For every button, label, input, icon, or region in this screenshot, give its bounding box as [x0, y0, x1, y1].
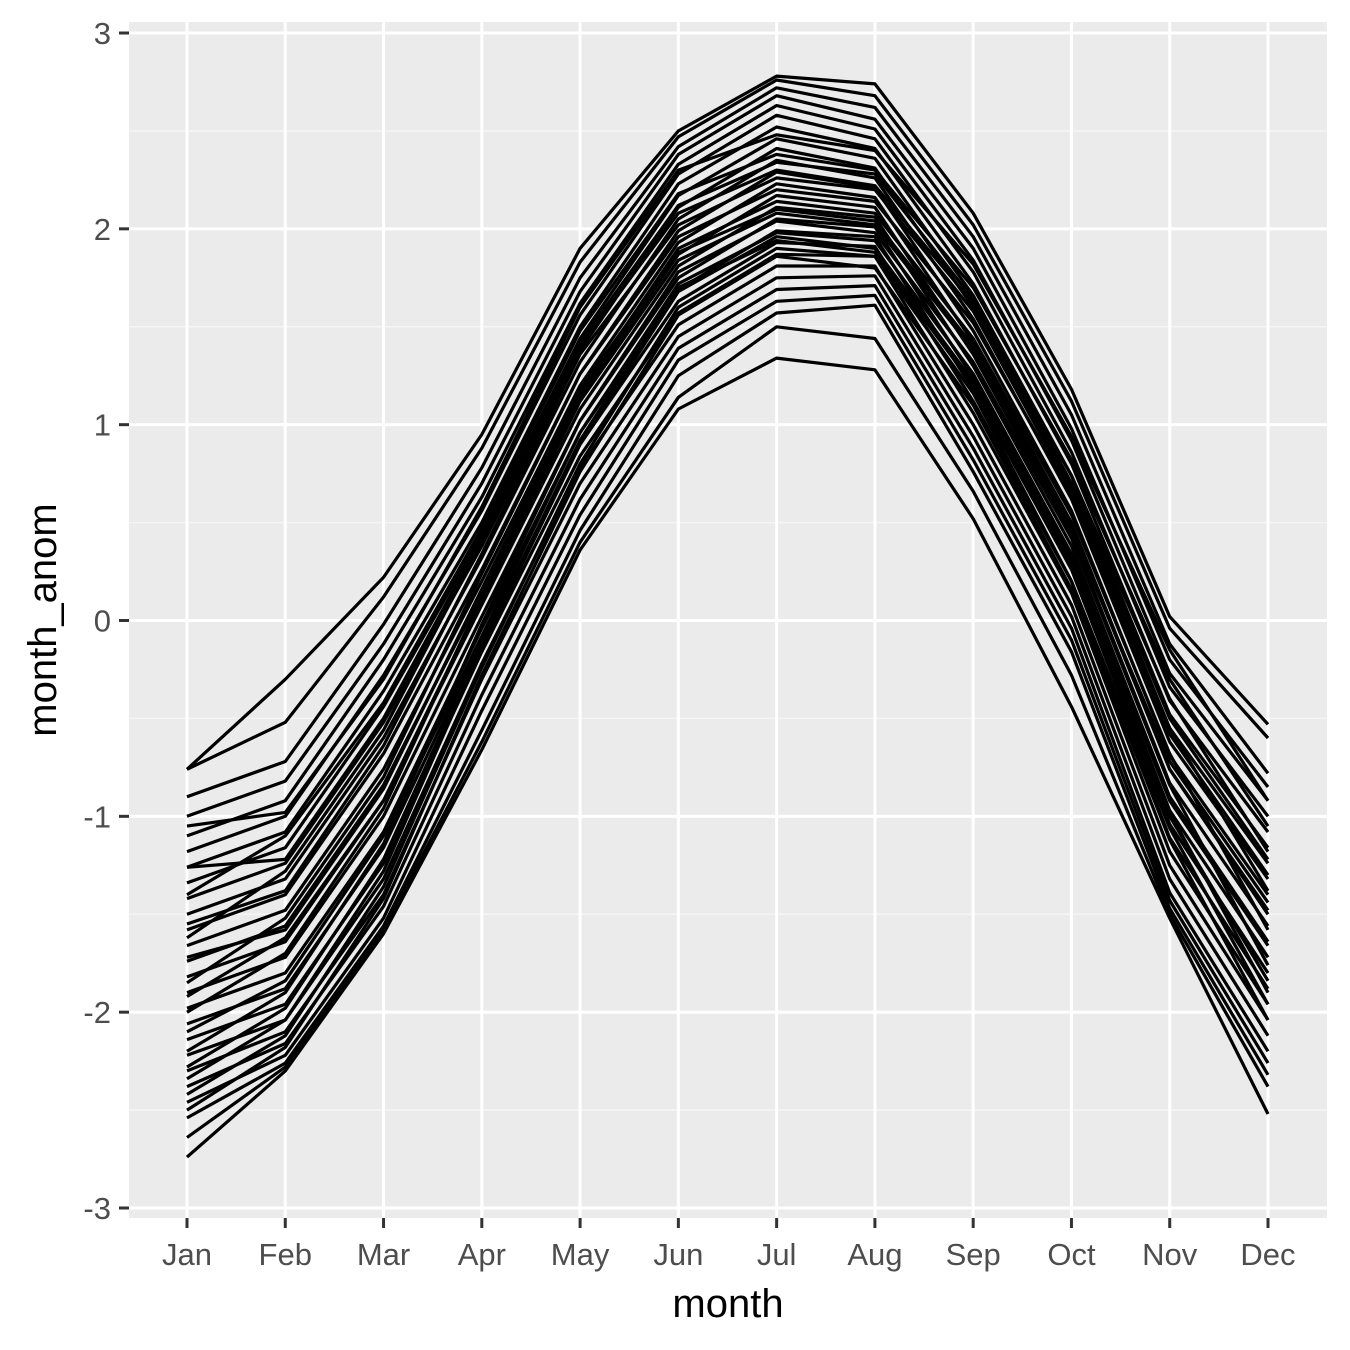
series-line-19	[186, 264, 1270, 1057]
series-line-34	[186, 160, 1270, 869]
y-tick-label: 2	[94, 212, 111, 247]
series-line-26	[186, 133, 1270, 828]
series-line-7	[186, 125, 1270, 869]
series-line-30	[186, 199, 1270, 1014]
series-lines	[185, 74, 1270, 1159]
y-tick-label: -2	[83, 995, 111, 1030]
series-line-25	[185, 356, 1270, 1159]
x-tick-label: Nov	[1142, 1237, 1198, 1272]
y-axis: 3 2 1 0 -1 -2 -3	[83, 16, 129, 1226]
series-line-23	[186, 303, 1270, 1120]
x-tick-label: Oct	[1047, 1237, 1096, 1272]
y-tick-label: 3	[94, 16, 111, 51]
series-line-16	[186, 229, 1270, 1010]
y-axis-title: month_anom	[21, 503, 65, 736]
y-tick-label: -1	[83, 799, 111, 834]
x-tick-label: Apr	[458, 1237, 506, 1272]
y-tick-label: 0	[94, 604, 111, 639]
x-tick-label: Sep	[946, 1237, 1001, 1272]
y-tick-label: -3	[83, 1191, 111, 1226]
x-tick-label: Dec	[1240, 1237, 1295, 1272]
x-tick-label: Jun	[653, 1237, 703, 1272]
x-tick-label: Jul	[757, 1237, 797, 1272]
x-tick-label: Jan	[162, 1237, 212, 1272]
series-line-37	[186, 246, 1270, 1096]
series-line-31	[186, 219, 1270, 1053]
series-line-1	[185, 74, 1270, 771]
x-axis: Jan Feb Mar Apr May Jun Jul Aug Sep Oct Nov Dec	[162, 1218, 1296, 1272]
series-line-36	[186, 231, 1270, 1034]
x-tick-label: Feb	[259, 1237, 312, 1272]
series-line-4	[186, 94, 1270, 818]
series-line-5	[186, 103, 1270, 838]
series-line-2	[186, 78, 1270, 771]
x-tick-label: Aug	[847, 1237, 902, 1272]
x-tick-label: Mar	[357, 1237, 410, 1272]
series-line-20	[186, 274, 1270, 1073]
series-line-3	[186, 86, 1270, 799]
series-line-38	[186, 211, 1270, 998]
x-tick-label: May	[551, 1237, 610, 1272]
series-line-28	[186, 168, 1270, 940]
series-line-24	[186, 325, 1270, 1139]
series-line-10	[186, 158, 1270, 916]
series-line-9	[186, 146, 1270, 901]
series-line-22	[186, 293, 1270, 1104]
y-tick-label: 1	[94, 408, 111, 443]
series-line-21	[186, 284, 1270, 1089]
series-line-27	[186, 152, 1270, 897]
major-gridlines	[129, 22, 1327, 1218]
series-line-33	[186, 254, 1270, 1112]
series-line-39	[186, 176, 1270, 926]
series-line-40	[186, 239, 1270, 1069]
x-axis-title: month	[672, 1282, 783, 1326]
